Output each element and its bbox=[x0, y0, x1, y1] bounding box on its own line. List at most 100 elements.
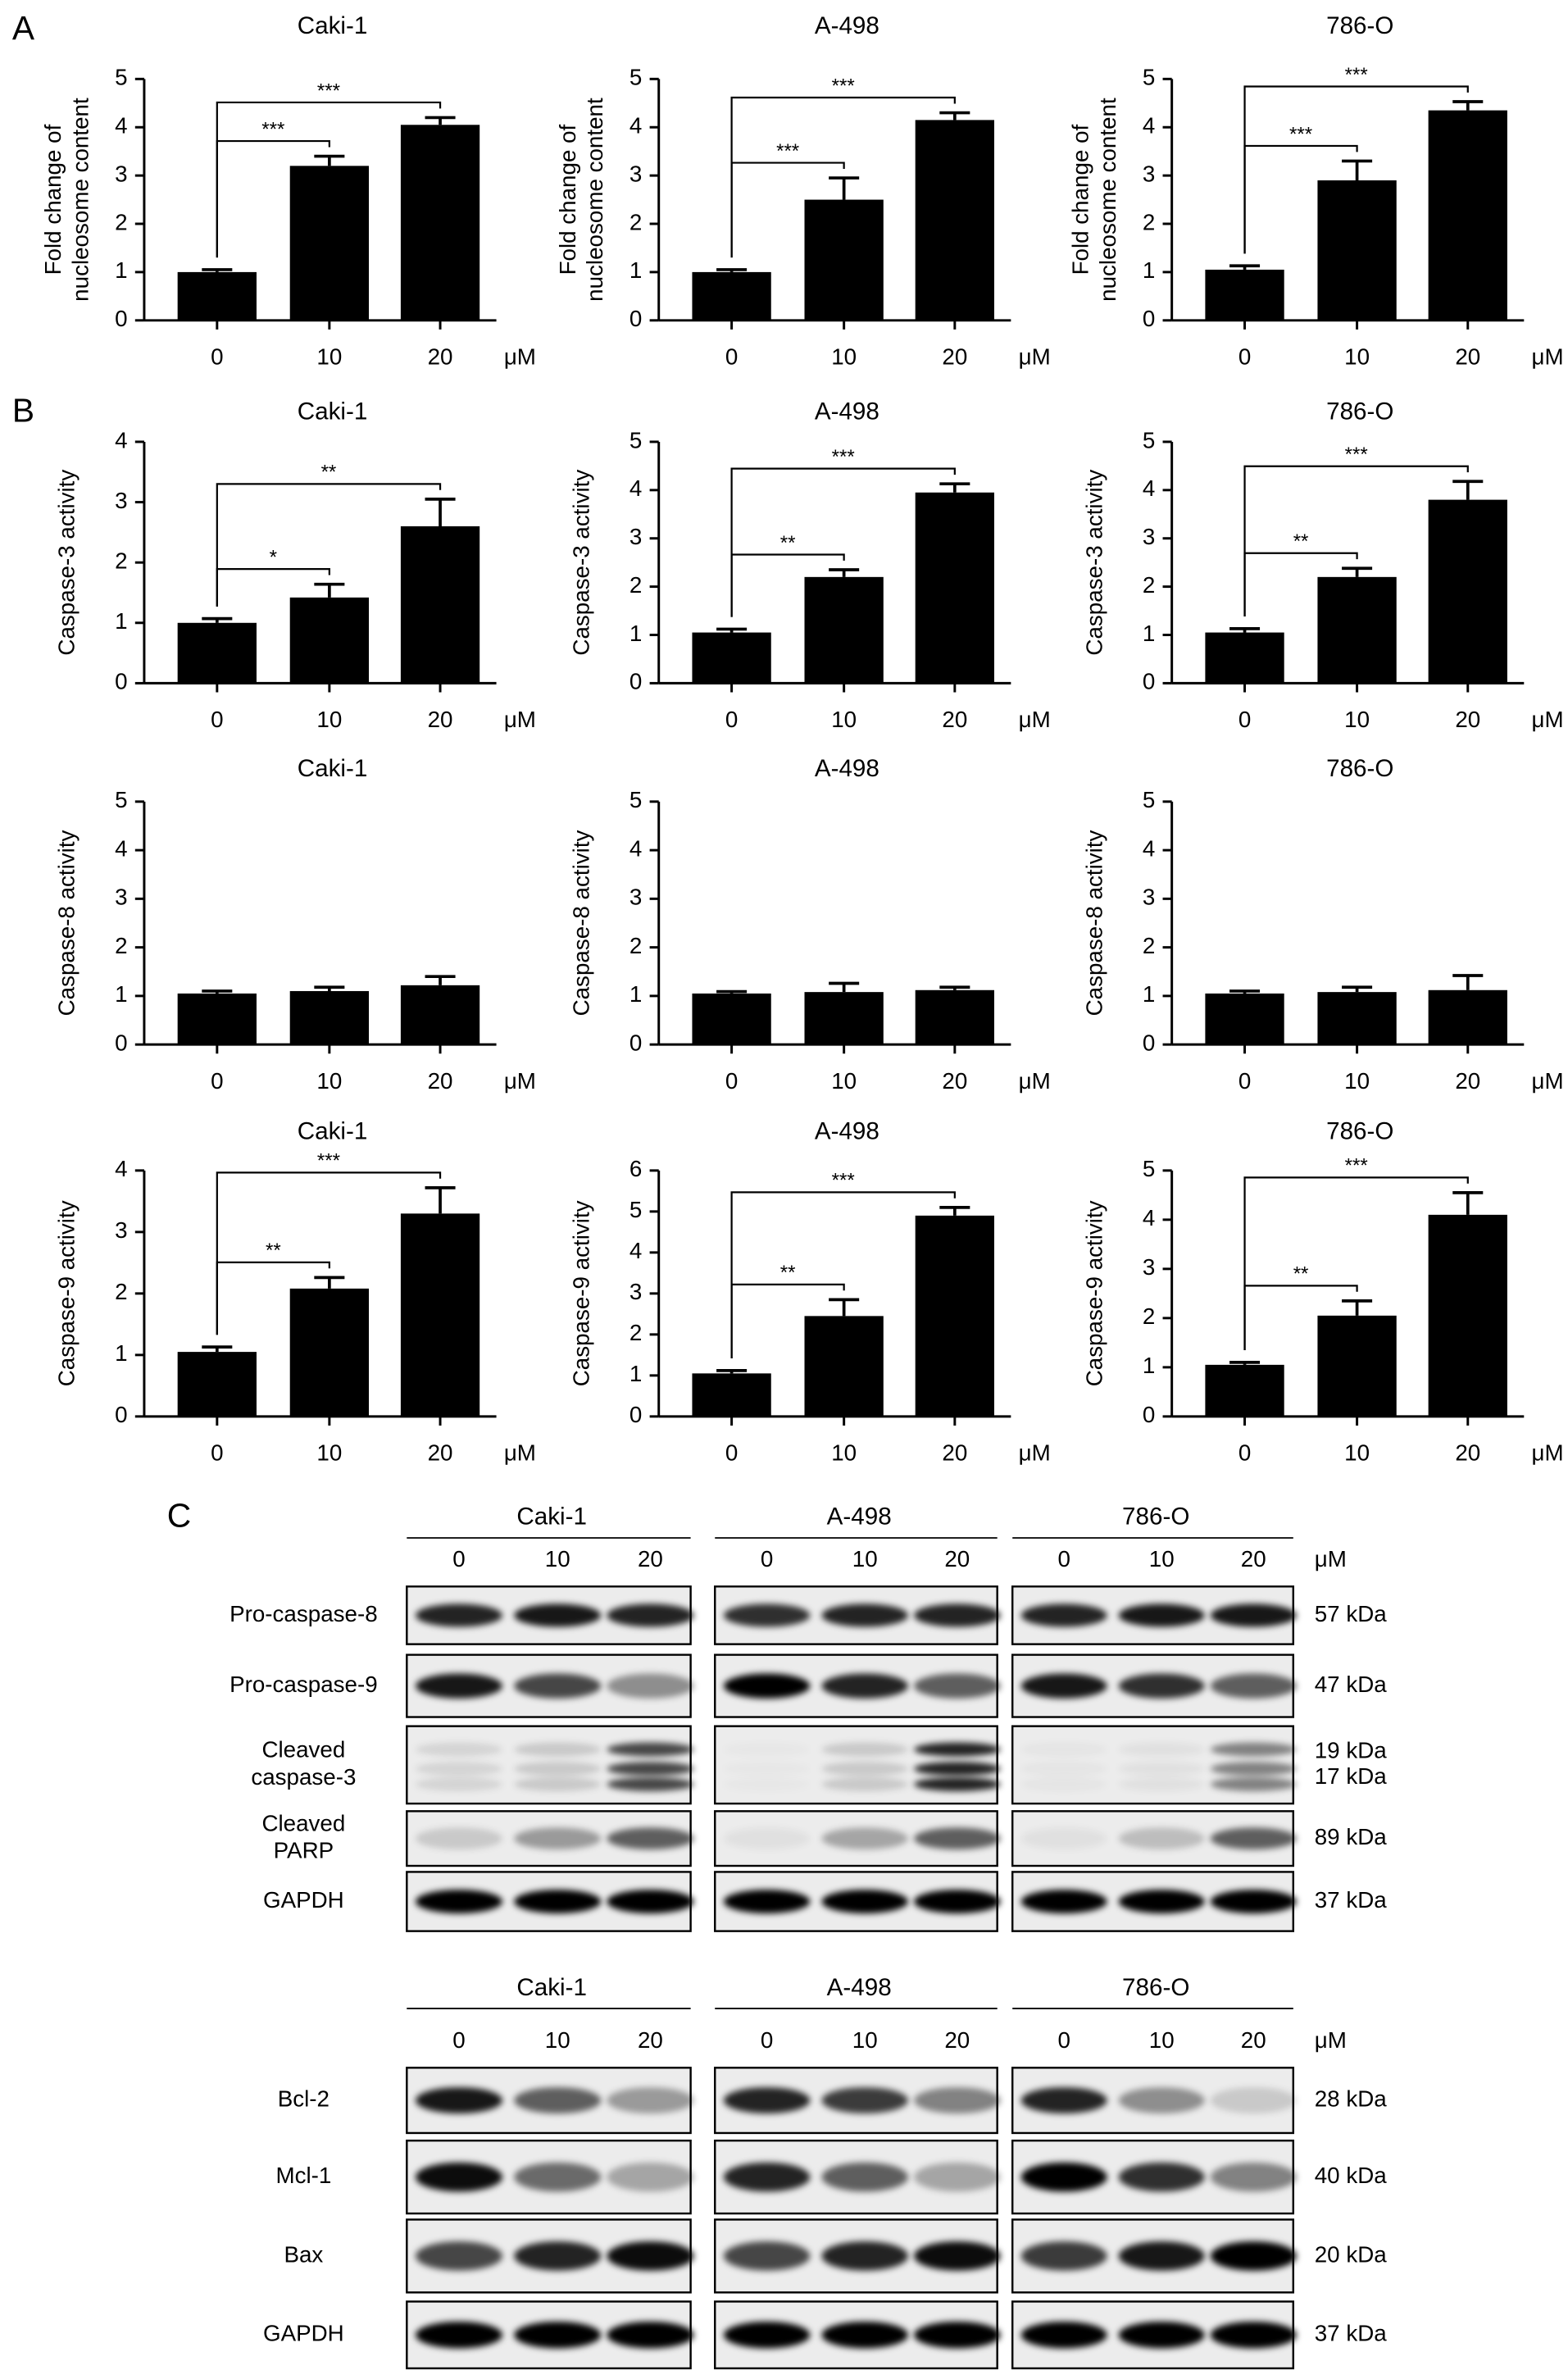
x-tick-label: 10 bbox=[316, 707, 342, 732]
bar bbox=[289, 597, 370, 684]
y-tick-label: 3 bbox=[1143, 161, 1155, 186]
chart-title: A-498 bbox=[815, 755, 879, 782]
band bbox=[607, 1762, 694, 1776]
band bbox=[821, 1776, 908, 1791]
significance-label: *** bbox=[1345, 64, 1368, 86]
x-tick-label: 10 bbox=[316, 1068, 342, 1094]
band bbox=[607, 2162, 694, 2192]
chart-title: 786-O bbox=[1326, 755, 1393, 782]
band bbox=[1020, 2087, 1107, 2114]
y-tick-label: 0 bbox=[115, 1402, 127, 1427]
error-bar bbox=[829, 1298, 860, 1317]
y-tick-label: 1 bbox=[629, 621, 642, 646]
x-tick-label: 0 bbox=[725, 1440, 738, 1465]
band bbox=[514, 2241, 602, 2271]
band bbox=[514, 2087, 602, 2114]
error-bar bbox=[939, 482, 970, 493]
band bbox=[514, 1776, 602, 1791]
band bbox=[723, 1673, 811, 1699]
y-tick-label: 2 bbox=[115, 1279, 127, 1304]
y-tick-label: 2 bbox=[629, 209, 642, 234]
band bbox=[1020, 2162, 1107, 2192]
band bbox=[415, 1603, 503, 1627]
significance-bracket bbox=[216, 101, 442, 258]
y-axis-label: Fold change of bbox=[40, 124, 66, 275]
band bbox=[607, 1603, 694, 1627]
bar bbox=[692, 271, 771, 321]
x-tick-label: 10 bbox=[1344, 343, 1370, 369]
y-tick-label: 0 bbox=[629, 669, 642, 694]
significance-label: *** bbox=[261, 118, 284, 140]
x-unit: μM bbox=[1019, 1068, 1051, 1094]
significance-label: *** bbox=[776, 140, 799, 162]
x-unit: μM bbox=[504, 1440, 536, 1465]
x-tick-label: 20 bbox=[1455, 707, 1480, 732]
band bbox=[1210, 1890, 1297, 1913]
band bbox=[415, 1673, 503, 1699]
band bbox=[514, 1762, 602, 1776]
band bbox=[914, 1762, 1001, 1776]
protein-label: Pro-caspase-8 bbox=[230, 1601, 378, 1626]
bar bbox=[915, 492, 994, 684]
y-tick-label: 5 bbox=[1143, 787, 1155, 812]
protein-label: GAPDH bbox=[263, 2321, 344, 2346]
y-tick-label: 4 bbox=[1143, 1205, 1155, 1230]
x-tick-label: 10 bbox=[831, 707, 857, 732]
bar bbox=[1205, 632, 1284, 684]
error-bar bbox=[1452, 974, 1484, 990]
size-label: 37 kDa bbox=[1315, 1887, 1388, 1913]
protein-label: Bcl-2 bbox=[278, 2086, 330, 2111]
protein-label: PARP bbox=[274, 1838, 334, 1863]
protein-label: Mcl-1 bbox=[275, 2163, 331, 2188]
band bbox=[723, 2241, 811, 2271]
x-tick-label: 10 bbox=[1344, 1068, 1370, 1094]
dose-label: 20 bbox=[638, 1546, 663, 1572]
error-bar bbox=[1452, 480, 1484, 500]
band bbox=[1118, 2087, 1205, 2114]
band bbox=[1118, 1762, 1205, 1776]
size-label: 57 kDa bbox=[1315, 1601, 1388, 1626]
band bbox=[723, 1890, 811, 1913]
band bbox=[514, 2162, 602, 2192]
dose-label: 0 bbox=[761, 1546, 773, 1572]
cell-line-label: 786-O bbox=[1122, 1503, 1189, 1531]
x-tick-label: 10 bbox=[831, 1068, 857, 1094]
x-tick-label: 10 bbox=[831, 343, 857, 369]
dose-label: 20 bbox=[944, 1546, 970, 1572]
size-label: 40 kDa bbox=[1315, 2163, 1388, 2188]
significance-label: *** bbox=[317, 1150, 340, 1172]
band bbox=[415, 1762, 503, 1776]
band bbox=[514, 1603, 602, 1627]
band bbox=[607, 2241, 694, 2271]
size-label: 89 kDa bbox=[1315, 1824, 1388, 1849]
significance-label: ** bbox=[780, 1262, 796, 1284]
y-tick-label: 2 bbox=[629, 933, 642, 958]
band bbox=[1210, 1742, 1297, 1757]
error-bar bbox=[202, 268, 233, 272]
y-tick-label: 3 bbox=[115, 161, 127, 186]
y-tick-label: 4 bbox=[629, 475, 642, 501]
error-bar bbox=[1342, 566, 1373, 577]
y-tick-label: 1 bbox=[115, 1340, 127, 1366]
y-axis-label: Caspase-9 activity bbox=[568, 1200, 593, 1386]
error-bar bbox=[1342, 1299, 1373, 1316]
dose-label: 10 bbox=[545, 1546, 570, 1572]
y-tick-label: 5 bbox=[629, 427, 642, 453]
chart-title: 786-O bbox=[1326, 1117, 1393, 1144]
y-tick-label: 4 bbox=[1143, 835, 1155, 861]
dose-label: 20 bbox=[1241, 2027, 1266, 2053]
band bbox=[1210, 1673, 1297, 1699]
significance-label: * bbox=[270, 547, 277, 569]
bar bbox=[915, 989, 994, 1045]
band bbox=[415, 1776, 503, 1791]
significance-label: ** bbox=[266, 1240, 281, 1262]
bar bbox=[177, 993, 257, 1045]
x-tick-label: 0 bbox=[211, 707, 223, 732]
y-tick-label: 2 bbox=[629, 572, 642, 598]
y-tick-label: 5 bbox=[115, 787, 127, 812]
y-tick-label: 3 bbox=[115, 1217, 127, 1243]
error-bar bbox=[202, 989, 233, 994]
error-bar bbox=[939, 985, 970, 990]
significance-label: ** bbox=[1293, 530, 1309, 553]
band bbox=[1118, 1827, 1205, 1850]
